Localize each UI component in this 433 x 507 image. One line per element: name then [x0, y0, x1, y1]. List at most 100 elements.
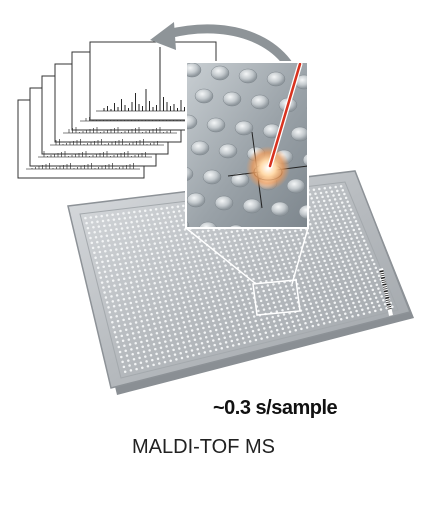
well: [119, 222, 122, 225]
well: [199, 278, 202, 281]
well: [280, 272, 283, 275]
well: [228, 315, 232, 319]
well: [157, 316, 160, 320]
well: [368, 311, 371, 314]
well: [226, 326, 229, 329]
well: [301, 263, 304, 267]
well: [340, 213, 343, 217]
well: [260, 337, 263, 340]
well: [332, 236, 335, 239]
well: [190, 349, 194, 352]
well: [270, 330, 273, 333]
well: [298, 242, 302, 245]
well: [138, 335, 142, 339]
well: [346, 242, 349, 245]
well: [109, 249, 113, 252]
well: [144, 293, 148, 297]
well: [132, 311, 135, 315]
well: [225, 287, 229, 291]
well: [328, 271, 331, 275]
well: [305, 245, 309, 248]
well: [263, 257, 266, 260]
well: [123, 344, 126, 348]
well: [124, 349, 127, 352]
well: [176, 205, 180, 208]
well: [181, 296, 184, 300]
well: [312, 310, 316, 314]
well: [139, 315, 142, 318]
well: [260, 248, 263, 252]
well: [161, 231, 165, 234]
well: [336, 278, 340, 282]
well: [302, 317, 306, 321]
well: [254, 319, 257, 323]
well: [99, 276, 103, 279]
well: [185, 350, 188, 354]
well: [156, 271, 159, 275]
well: [296, 251, 299, 254]
well: [156, 291, 159, 295]
well: [140, 320, 143, 323]
well: [255, 235, 259, 239]
well: [164, 280, 168, 283]
well: [306, 262, 310, 266]
well: [315, 209, 318, 212]
well: [217, 260, 220, 264]
well: [256, 290, 260, 294]
well: [152, 257, 155, 260]
well: [139, 214, 143, 218]
well: [362, 239, 366, 242]
well: [175, 277, 179, 281]
well: [251, 310, 255, 314]
well: [361, 308, 364, 311]
well: [271, 315, 274, 319]
well: [353, 275, 357, 278]
well: [210, 257, 213, 260]
well: [133, 295, 137, 299]
well: [162, 315, 166, 318]
well: [136, 305, 139, 309]
well: [120, 288, 123, 291]
well: [236, 229, 239, 233]
well: [176, 243, 180, 247]
well: [265, 317, 269, 320]
well: [234, 295, 237, 299]
well: [179, 351, 182, 355]
well: [189, 246, 192, 249]
well: [89, 216, 93, 219]
well: [284, 317, 287, 321]
well: [330, 190, 334, 193]
well: [201, 230, 205, 233]
well: [266, 265, 269, 269]
well: [148, 223, 151, 227]
well: [110, 295, 113, 298]
well: [204, 335, 208, 339]
well: [226, 235, 229, 239]
well: [142, 284, 145, 287]
well: [367, 251, 371, 254]
well: [331, 279, 334, 283]
zoomed-well-inset: [185, 61, 309, 229]
well: [243, 251, 246, 255]
well: [130, 221, 133, 224]
well: [98, 230, 102, 233]
well: [121, 272, 125, 276]
well: [163, 255, 166, 259]
well: [283, 331, 286, 335]
well: [241, 247, 245, 250]
well: [315, 269, 318, 273]
well: [224, 283, 227, 286]
well: [231, 324, 235, 328]
well: [207, 248, 210, 251]
well: [135, 220, 139, 223]
well: [182, 321, 186, 324]
well: [284, 267, 287, 270]
well: [163, 360, 167, 364]
well: [279, 304, 283, 308]
well: [122, 297, 126, 301]
well: [285, 303, 288, 306]
well: [230, 339, 234, 343]
well: [221, 332, 225, 335]
well: [189, 265, 193, 269]
well: [196, 231, 199, 234]
